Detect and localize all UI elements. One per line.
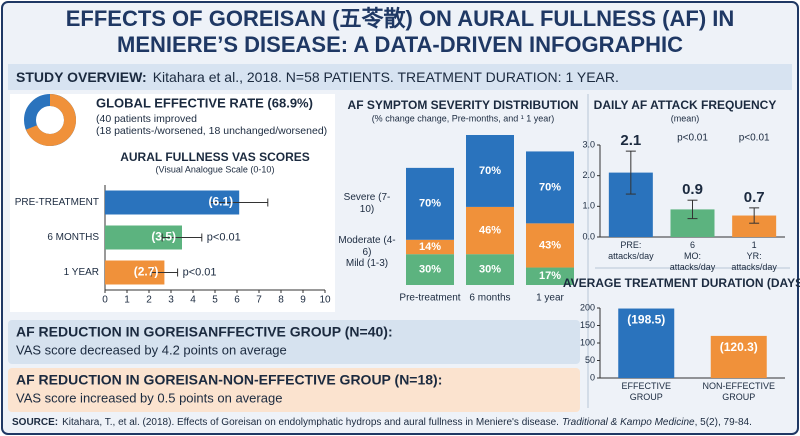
value-label: 70% (419, 198, 441, 210)
x-tick-label: EFFECTIVE GROUP (621, 381, 671, 402)
chart-subtitle: (% change change, Pre-months, and ¹ 1 ye… (372, 113, 555, 123)
y-tick-label: 1 YEAR (64, 267, 99, 278)
bar-segment (466, 206, 514, 255)
x-tick-label: 0 (102, 295, 108, 306)
chart-subtitle: (Visual Analogue Scale (0-10) (156, 164, 275, 174)
summary-text: VAS score increased by 0.5 points on ave… (16, 390, 282, 405)
bar-segment (466, 135, 514, 207)
p-value: p<0.01 (207, 231, 241, 243)
bar-segment (406, 167, 454, 240)
title-line: EFFECTS OF GOREISAN (五苓散) ON AURAL FULLN… (66, 6, 735, 31)
y-tick-label: 3.0 (582, 139, 595, 149)
value-label: 70% (479, 165, 501, 177)
overview-bar (8, 64, 792, 90)
x-tick-label: 9 (300, 295, 306, 306)
value-label: 43% (539, 239, 561, 251)
overview-text: Kitahara et al., 2018. N=58 PATIENTS. TR… (153, 69, 619, 85)
donut-title: GLOBAL EFFECTIVE RATE (68.9%) (96, 95, 313, 110)
bar-segment (526, 267, 574, 285)
donut-slice (25, 94, 76, 146)
x-tick-label: 6 months (469, 293, 510, 304)
bar-segment (406, 239, 454, 255)
overview: STUDY OVERVIEW: Kitahara et al., 2018. N=… (16, 69, 619, 85)
y-tick-label: 50 (585, 355, 595, 365)
y-tick-label: PRE-TREATMENT (15, 197, 99, 208)
source-details: , 5(2), 79-84. (695, 417, 752, 428)
y-tick-label: 200 (580, 302, 595, 312)
x-tick-label: 4 (190, 295, 196, 306)
x-tick-label: 1 YR: attacks/day (731, 240, 777, 272)
chart-title: DAILY AF ATTACK FREQUENCY (594, 98, 777, 112)
x-tick-label: NON-EFFECTIVE GROUP (702, 381, 775, 402)
donut-note: (18 patients-/worsened, 18 unchanged/wor… (96, 125, 327, 137)
y-tick-label: 100 (580, 337, 595, 347)
chart-title: AVERAGE TREATMENT DURATION (DAYS) (563, 276, 800, 290)
y-tick-label: 0 (590, 372, 595, 382)
summary-text: VAS score decreased by 4.2 points on ave… (16, 342, 287, 357)
chart-title: AF SYMPTOM SEVERITY DISTRIBUTION (348, 98, 579, 112)
x-tick-label: 10 (319, 295, 331, 306)
x-tick-label: 8 (278, 295, 284, 306)
value-label: 0.9 (682, 181, 703, 198)
x-tick-label: 3 (168, 295, 174, 306)
x-tick-label: 1 (124, 295, 130, 306)
series-label: Severe (7-10) (343, 191, 391, 215)
source-label: SOURCE: (12, 417, 58, 428)
x-tick-label: 5 (212, 295, 218, 306)
y-tick-label: 0.0 (582, 231, 595, 241)
source-text: Kitahara, T., et al. (2018). Effects of … (62, 417, 559, 428)
value-label: 14% (419, 241, 441, 253)
bar (618, 308, 675, 378)
summary-box (8, 320, 580, 364)
x-tick-label: 2 (146, 295, 152, 306)
x-tick-label: Pre-treatment (399, 293, 460, 304)
bar-segment (526, 223, 574, 268)
p-value: p<0.01 (739, 133, 770, 144)
value-label: 2.1 (620, 132, 641, 149)
bar (710, 335, 767, 378)
series-label: Mild (1-3) (345, 257, 389, 269)
p-value: p<0.01 (183, 266, 217, 278)
value-label: (3.5) (151, 230, 176, 244)
value-label: (2.7) (134, 265, 159, 279)
value-label: 30% (479, 263, 501, 275)
value-label: (198.5) (627, 313, 665, 327)
x-tick-label: 6 MO: attacks/day (669, 240, 716, 272)
value-label: 70% (539, 181, 561, 193)
bar-segment (526, 151, 574, 224)
p-value: p<0.01 (677, 133, 708, 144)
x-tick-label: 7 (256, 295, 262, 306)
summary-title: AF REDUCTION IN GOREISANFFECTIVE GROUP (… (16, 324, 393, 340)
series-label: Moderate (4-6) (338, 234, 396, 258)
summary-box (8, 368, 580, 412)
bar (732, 215, 777, 237)
summary-title: AF REDUCTION IN GOREISAN-NON-EFFECTIVE G… (16, 372, 442, 388)
y-tick-label: 150 (580, 320, 595, 330)
value-label: 46% (479, 224, 501, 236)
value-label: 0.7 (744, 189, 765, 206)
value-label: 30% (419, 263, 441, 275)
bar-segment (406, 254, 454, 285)
donut-note: (40 patients improved (96, 113, 197, 125)
y-tick-label: 6 MONTHS (47, 232, 99, 243)
title-line: MENIERE’S DISEASE: A DATA-DRIVEN INFOGRA… (117, 32, 683, 57)
overview-label: STUDY OVERVIEW: (16, 69, 147, 85)
source-journal: Traditional & Kampo Medicine (562, 417, 695, 428)
x-tick-label: 1 year (536, 293, 564, 304)
chart-title: AURAL FULLNESS VAS SCORES (120, 150, 310, 164)
value-label: (6.1) (209, 195, 234, 209)
chart-subtitle: (mean) (671, 113, 700, 123)
y-tick-label: 2.0 (582, 170, 595, 180)
y-tick-label: 1.0 (582, 201, 595, 211)
x-tick-label: 6 (234, 295, 240, 306)
value-label: (120.3) (720, 340, 758, 354)
x-tick-label: PRE: attacks/day (608, 240, 654, 261)
value-label: 17% (539, 270, 561, 282)
bar-segment (466, 254, 514, 285)
source: SOURCE: Kitahara, T., et al. (2018). Effe… (12, 417, 752, 428)
